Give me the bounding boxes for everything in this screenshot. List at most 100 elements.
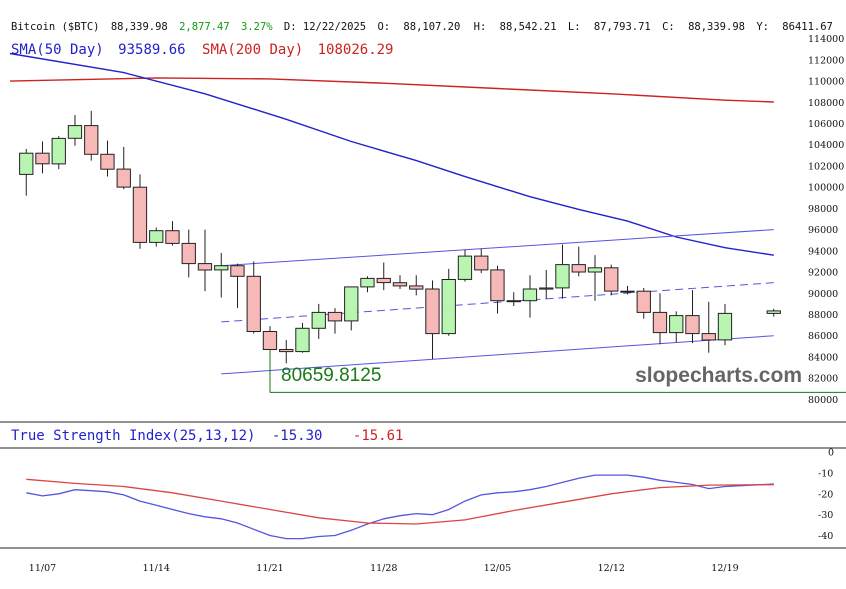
candle-body-down bbox=[132, 186, 148, 243]
header-change: 2,877.47 bbox=[179, 21, 230, 33]
candle-body-down bbox=[84, 125, 99, 155]
candle bbox=[555, 244, 570, 299]
candle bbox=[425, 280, 440, 360]
candle-body-up bbox=[295, 327, 310, 353]
price-tick-label: 86000 bbox=[808, 331, 838, 342]
candle-body-down bbox=[392, 282, 408, 287]
candle-body-down bbox=[652, 311, 668, 334]
candle-body-down bbox=[181, 242, 196, 265]
header-y-value: 86411.67 bbox=[782, 21, 833, 33]
tsi-signal-line bbox=[26, 478, 774, 525]
sma200-legend-value: 108026.29 bbox=[318, 42, 394, 58]
candle-body-up bbox=[344, 286, 359, 322]
candle-body-up bbox=[522, 288, 538, 302]
header-line: Bitcoin ($BTC) 88,339.98 2,877.47 3.27% … bbox=[11, 21, 833, 33]
candle-body-up bbox=[669, 315, 684, 334]
candle bbox=[181, 229, 196, 278]
candle-body-up bbox=[587, 267, 603, 273]
sma200-line-group bbox=[9, 77, 774, 103]
candle bbox=[587, 255, 603, 301]
candle bbox=[19, 148, 34, 196]
candle-body-down bbox=[100, 153, 115, 170]
candle bbox=[35, 141, 50, 174]
candle bbox=[311, 303, 326, 339]
tsi-tick-label: -40 bbox=[818, 531, 833, 542]
sma50-legend-label: SMA(50 Day) bbox=[11, 42, 104, 58]
sma-legend: SMA(50 Day) 93589.66 SMA(200 Day) 108026… bbox=[11, 42, 393, 58]
candle bbox=[441, 268, 456, 336]
candle bbox=[409, 275, 424, 296]
header-high: 88,542.21 bbox=[500, 21, 557, 33]
candle-body-down bbox=[409, 285, 424, 290]
candle-body-down bbox=[197, 263, 213, 271]
header-y-label: Y: bbox=[756, 21, 769, 33]
tsi-lines-group bbox=[26, 474, 774, 540]
candle bbox=[165, 221, 180, 246]
sma200-legend-label: SMA(200 Day) bbox=[202, 42, 303, 58]
tsi-legend-label: True Strength Index(25,13,12) bbox=[11, 428, 255, 444]
candle bbox=[652, 293, 668, 345]
candle bbox=[766, 308, 781, 317]
date-tick-label: 12/12 bbox=[598, 563, 625, 574]
candle bbox=[149, 227, 164, 247]
candle-body-down bbox=[35, 152, 50, 165]
candle-body-down bbox=[701, 333, 716, 341]
tsi-axis: 0 -10 -20 -30 -40 bbox=[818, 448, 834, 542]
date-tick-label: 11/14 bbox=[143, 563, 170, 574]
candle-body-up bbox=[311, 311, 326, 329]
candles-group bbox=[19, 110, 781, 393]
header-open: 88,107.20 bbox=[403, 21, 460, 33]
candle bbox=[214, 252, 229, 298]
sma50-line bbox=[9, 52, 774, 256]
candle bbox=[360, 276, 375, 293]
header-high-label: H: bbox=[474, 21, 487, 33]
price-tick-label: 92000 bbox=[808, 268, 838, 279]
tsi-tick-label: -30 bbox=[818, 510, 833, 521]
price-tick-label: 102000 bbox=[808, 161, 844, 172]
tsi-line bbox=[26, 474, 774, 540]
candle bbox=[636, 287, 651, 319]
candle bbox=[100, 140, 115, 177]
candle-body-down bbox=[636, 290, 651, 313]
candle bbox=[620, 285, 635, 295]
price-axis: 80000 82000 84000 86000 88000 90000 92000 94000… bbox=[808, 34, 844, 406]
date-tick-label: 12/05 bbox=[484, 563, 511, 574]
candle bbox=[230, 263, 245, 309]
candle bbox=[571, 246, 586, 277]
tsi-legend-signal-value: -15.61 bbox=[353, 428, 404, 444]
candle-body-up bbox=[717, 312, 733, 341]
candle bbox=[701, 301, 716, 353]
sma200-line bbox=[9, 77, 774, 103]
candle-body-down bbox=[246, 275, 261, 332]
candle-body-down bbox=[262, 331, 278, 350]
channel-line-solid bbox=[221, 335, 774, 375]
watermark: slopecharts.com bbox=[635, 364, 802, 387]
candle-body-up bbox=[506, 300, 521, 303]
channel-line-solid bbox=[221, 229, 774, 267]
price-tick-label: 80000 bbox=[808, 395, 838, 406]
candle bbox=[474, 248, 489, 274]
candle bbox=[604, 264, 619, 296]
candle-body-up bbox=[555, 264, 570, 289]
low-line-group bbox=[269, 349, 846, 393]
candle-body-up bbox=[539, 287, 554, 290]
tsi-tick-label: -10 bbox=[818, 469, 833, 480]
candle bbox=[344, 286, 359, 331]
price-tick-label: 106000 bbox=[808, 119, 844, 130]
header-low: 87,793.71 bbox=[594, 21, 651, 33]
candle bbox=[685, 290, 700, 344]
price-tick-label: 110000 bbox=[808, 77, 844, 88]
tsi-legend: True Strength Index(25,13,12) -15.30 -15… bbox=[11, 428, 403, 444]
candle-body-up bbox=[457, 255, 473, 280]
candle-body-up bbox=[19, 152, 34, 175]
candle-body-down bbox=[376, 277, 391, 284]
price-tick-label: 88000 bbox=[808, 310, 838, 321]
candle bbox=[279, 339, 294, 364]
header-date: D: 12/22/2025 bbox=[284, 21, 366, 33]
header-low-label: L: bbox=[568, 21, 581, 33]
candle bbox=[67, 115, 83, 146]
candle-body-down bbox=[230, 265, 245, 277]
header-last: 88,339.98 bbox=[111, 21, 168, 33]
candle bbox=[490, 265, 505, 314]
candle bbox=[522, 275, 538, 318]
